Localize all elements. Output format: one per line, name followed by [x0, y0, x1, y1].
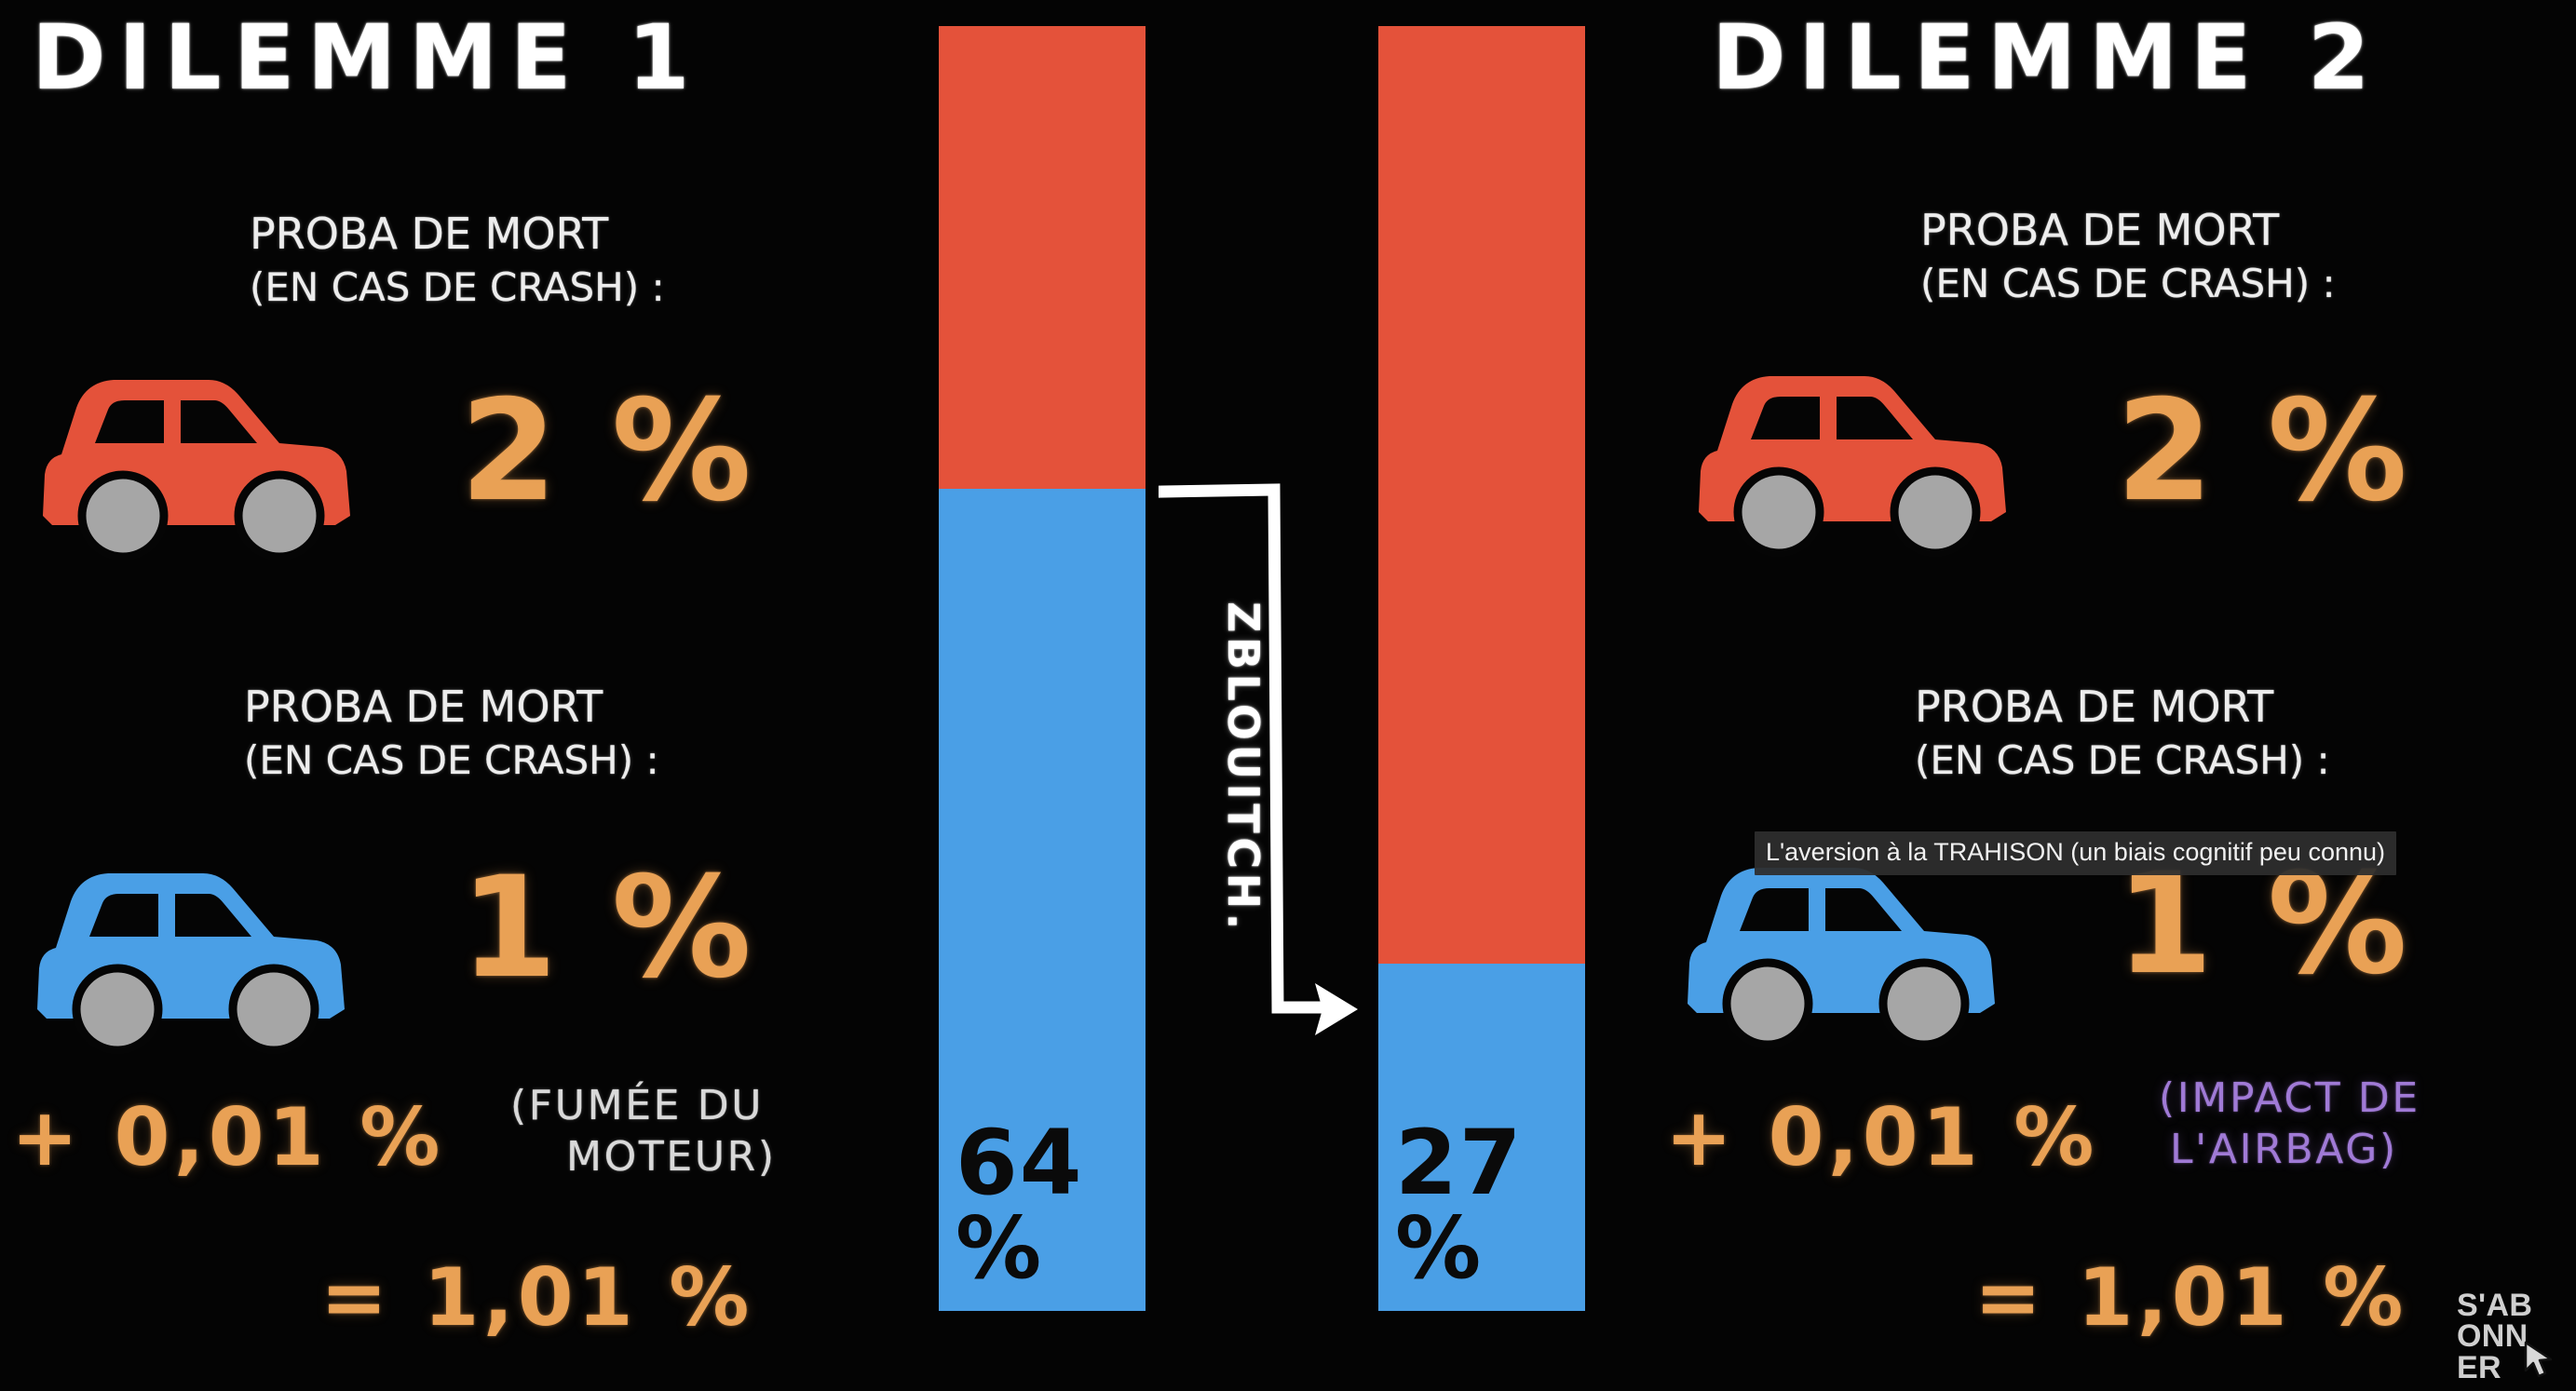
- right-extra-line: + 0,01 %: [1665, 1091, 2098, 1184]
- left-option-a-label-line1: PROBA DE MORT: [250, 209, 609, 259]
- zbloutch-arrow-group: ZBLOUITCH.: [1156, 480, 1371, 1058]
- right-option-a-label-line1: PROBA DE MORT: [1920, 205, 2280, 255]
- right-option-b-label: PROBA DE MORT (EN CAS DE CRASH) :: [1915, 680, 2330, 786]
- zbloutch-arrow-label: ZBLOUITCH.: [1218, 601, 1268, 934]
- left-option-b-label-line2: (EN CAS DE CRASH) :: [244, 736, 659, 783]
- right-panel-title: DILEMME 2: [1712, 6, 2382, 110]
- right-option-a-label-line2: (EN CAS DE CRASH) :: [1920, 260, 2336, 306]
- right-option-b-label-line1: PROBA DE MORT: [1915, 682, 2274, 732]
- bar-dilemme-1-red-segment: [939, 26, 1146, 489]
- left-option-a-value: 2 %: [460, 371, 754, 533]
- left-option-a-label: PROBA DE MORT (EN CAS DE CRASH) :: [250, 207, 665, 313]
- mouse-cursor-icon: [2524, 1341, 2553, 1378]
- left-option-b-label-line1: PROBA DE MORT: [244, 682, 603, 732]
- left-total-line: = 1,01 %: [320, 1251, 753, 1344]
- bar-dilemme-2: 27 %: [1378, 26, 1585, 1311]
- left-blue-car-icon: [17, 836, 371, 1060]
- bar-dilemme-1: 64 %: [939, 26, 1146, 1311]
- subscribe-line-3: ER: [2457, 1349, 2501, 1385]
- bar-dilemme-2-value: 27 %: [1395, 1118, 1523, 1298]
- bar-dilemme-2-blue-segment: 27 %: [1378, 964, 1585, 1311]
- bar-dilemme-1-blue-segment: 64 %: [939, 488, 1146, 1311]
- bar-dilemme-2-value-unit: %: [1395, 1197, 1484, 1298]
- right-blue-car-icon: [1667, 831, 2021, 1054]
- bar-dilemme-1-value-number: 64: [956, 1110, 1084, 1215]
- right-option-a-value: 2 %: [2116, 371, 2410, 533]
- right-extra-note: (IMPACT DE L'AIRBAG): [2159, 1073, 2420, 1175]
- left-option-b-label: PROBA DE MORT (EN CAS DE CRASH) :: [244, 680, 659, 786]
- subscribe-line-2: ONN: [2457, 1318, 2529, 1355]
- subscribe-watermark[interactable]: S'AB ONN ER: [2457, 1290, 2567, 1384]
- left-panel-title: DILEMME 1: [32, 6, 702, 110]
- subscribe-line-1: S'AB: [2457, 1288, 2533, 1324]
- left-extra-line: + 0,01 %: [11, 1091, 444, 1184]
- right-option-b-label-line2: (EN CAS DE CRASH) :: [1915, 736, 2330, 783]
- left-extra-note-line1: (FUMÉE DU: [510, 1082, 765, 1129]
- left-red-car-icon: [22, 343, 376, 566]
- right-total-line: = 1,01 %: [1974, 1251, 2407, 1344]
- left-option-b-value: 1 %: [460, 847, 754, 1009]
- left-option-a-label-line2: (EN CAS DE CRASH) :: [250, 263, 665, 310]
- bar-dilemme-2-red-segment: [1378, 26, 1585, 965]
- right-red-car-icon: [1678, 339, 2032, 562]
- right-option-a-label: PROBA DE MORT (EN CAS DE CRASH) :: [1920, 203, 2336, 309]
- hover-tooltip: L'aversion à la TRAHISON (un biais cogni…: [1755, 831, 2396, 875]
- left-extra-note-line2: MOTEUR): [566, 1133, 777, 1181]
- right-extra-note-line1: (IMPACT DE: [2159, 1074, 2420, 1122]
- left-extra-note: (FUMÉE DU MOTEUR): [510, 1080, 777, 1182]
- zbloutch-arrow-icon: [1156, 483, 1358, 1035]
- right-extra-note-line2: L'AIRBAG): [2170, 1126, 2398, 1173]
- bar-dilemme-1-value-unit: %: [956, 1197, 1044, 1298]
- bar-dilemme-1-value: 64 %: [956, 1118, 1083, 1298]
- bar-dilemme-2-value-number: 27: [1395, 1110, 1524, 1215]
